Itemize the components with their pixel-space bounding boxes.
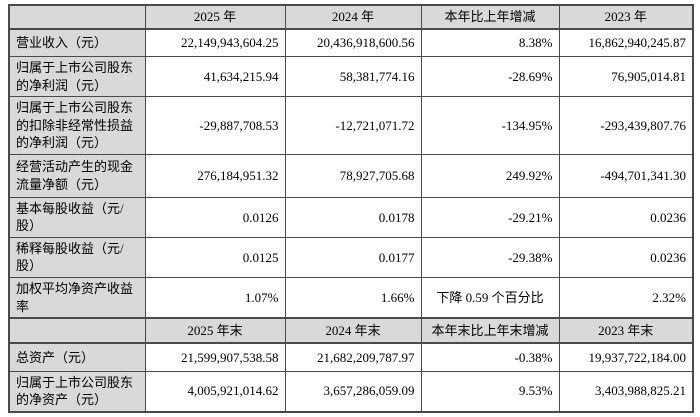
row-label: 归属于上市公司股东的扣除非经常性损益的净利润（元） xyxy=(8,96,146,155)
table-row-net-profit-excl-nonrecurring: 归属于上市公司股东的扣除非经常性损益的净利润（元） -29,887,708.53… xyxy=(8,96,694,155)
cell-change-value: -28.69% xyxy=(420,56,560,98)
cell-change-value: -29.38% xyxy=(420,236,560,278)
cell-2024-value: 21,682,209,787.97 xyxy=(284,342,422,372)
column-header-2023-end: 2023 年末 xyxy=(558,317,694,345)
cell-2025-value: 21,599,907,538.58 xyxy=(144,342,286,372)
table-row-total-assets: 总资产（元） 21,599,907,538.58 21,682,209,787.… xyxy=(8,342,694,372)
row-label: 营业收入（元） xyxy=(8,28,146,58)
row-label: 稀释每股收益（元/股） xyxy=(8,236,146,278)
cell-2024-value: 78,927,705.68 xyxy=(284,153,422,198)
column-header-2023: 2023 年 xyxy=(558,4,694,30)
column-header-end-change: 本年末比上年末增减 xyxy=(420,317,560,345)
cell-2023-value: 3,403,988,825.21 xyxy=(558,370,694,413)
cell-change-value: 9.53% xyxy=(420,370,560,413)
cell-2023-value: 76,905,014.81 xyxy=(558,56,694,98)
cell-2025-value: 22,149,943,604.25 xyxy=(144,28,286,58)
cell-2024-value: 0.0178 xyxy=(284,196,422,238)
column-header-2025: 2025 年 xyxy=(144,4,286,30)
column-header-2024-end: 2024 年末 xyxy=(284,317,422,345)
row-label: 归属于上市公司股东的净利润（元） xyxy=(8,56,146,98)
column-header-2024: 2024 年 xyxy=(284,4,422,30)
row-label: 归属于上市公司股东的净资产（元） xyxy=(8,370,146,413)
cell-change-value: -0.38% xyxy=(420,342,560,372)
row-label: 加权平均净资产收益率 xyxy=(8,276,146,319)
cell-2024-value: 1.66% xyxy=(284,276,422,319)
column-header-blank xyxy=(8,4,146,30)
cell-2025-value: 276,184,951.32 xyxy=(144,153,286,198)
cell-change-value: 下降 0.59 个百分比 xyxy=(420,276,560,319)
cell-2023-value: 16,862,940,245.87 xyxy=(558,28,694,58)
table-header-row-annual: 2025 年 2024 年 本年比上年增减 2023 年 xyxy=(8,4,694,30)
cell-2024-value: 0.0177 xyxy=(284,236,422,278)
cell-2024-value: 20,436,918,600.56 xyxy=(284,28,422,58)
cell-change-value: 8.38% xyxy=(420,28,560,58)
row-label: 基本每股收益（元/股） xyxy=(8,196,146,238)
table-row-operating-cash-flow: 经营活动产生的现金流量净额（元） 276,184,951.32 78,927,7… xyxy=(8,153,694,198)
cell-2023-value: -494,701,341.30 xyxy=(558,153,694,198)
row-label: 总资产（元） xyxy=(8,342,146,372)
cell-2023-value: 0.0236 xyxy=(558,196,694,238)
cell-change-value: -29.21% xyxy=(420,196,560,238)
cell-2025-value: 0.0125 xyxy=(144,236,286,278)
financial-key-data-table: 2025 年 2024 年 本年比上年增减 2023 年 营业收入（元） 22,… xyxy=(8,4,694,413)
column-header-blank xyxy=(8,317,146,345)
cell-2025-value: 4,005,921,014.62 xyxy=(144,370,286,413)
table-row-operating-revenue: 营业收入（元） 22,149,943,604.25 20,436,918,600… xyxy=(8,28,694,58)
cell-change-value: 249.92% xyxy=(420,153,560,198)
cell-2024-value: 58,381,774.16 xyxy=(284,56,422,98)
cell-2025-value: 1.07% xyxy=(144,276,286,319)
row-label: 经营活动产生的现金流量净额（元） xyxy=(8,153,146,198)
cell-2023-value: 2.32% xyxy=(558,276,694,319)
cell-change-value: -134.95% xyxy=(420,96,560,155)
table-row-diluted-eps: 稀释每股收益（元/股） 0.0125 0.0177 -29.38% 0.0236 xyxy=(8,236,694,278)
table-row-net-assets-attributable: 归属于上市公司股东的净资产（元） 4,005,921,014.62 3,657,… xyxy=(8,370,694,413)
cell-2025-value: 0.0126 xyxy=(144,196,286,238)
cell-2025-value: 41,634,215.94 xyxy=(144,56,286,98)
table-row-net-profit-attributable: 归属于上市公司股东的净利润（元） 41,634,215.94 58,381,77… xyxy=(8,56,694,98)
cell-2023-value: -293,439,807.76 xyxy=(558,96,694,155)
column-header-yoy-change: 本年比上年增减 xyxy=(420,4,560,30)
table-row-basic-eps: 基本每股收益（元/股） 0.0126 0.0178 -29.21% 0.0236 xyxy=(8,196,694,238)
cell-2024-value: -12,721,071.72 xyxy=(284,96,422,155)
column-header-2025-end: 2025 年末 xyxy=(144,317,286,345)
cell-2023-value: 0.0236 xyxy=(558,236,694,278)
table-header-row-period-end: 2025 年末 2024 年末 本年末比上年末增减 2023 年末 xyxy=(8,317,694,345)
cell-2025-value: -29,887,708.53 xyxy=(144,96,286,155)
cell-2023-value: 19,937,722,184.00 xyxy=(558,342,694,372)
cell-2024-value: 3,657,286,059.09 xyxy=(284,370,422,413)
table-row-weighted-avg-roe: 加权平均净资产收益率 1.07% 1.66% 下降 0.59 个百分比 2.32… xyxy=(8,276,694,319)
